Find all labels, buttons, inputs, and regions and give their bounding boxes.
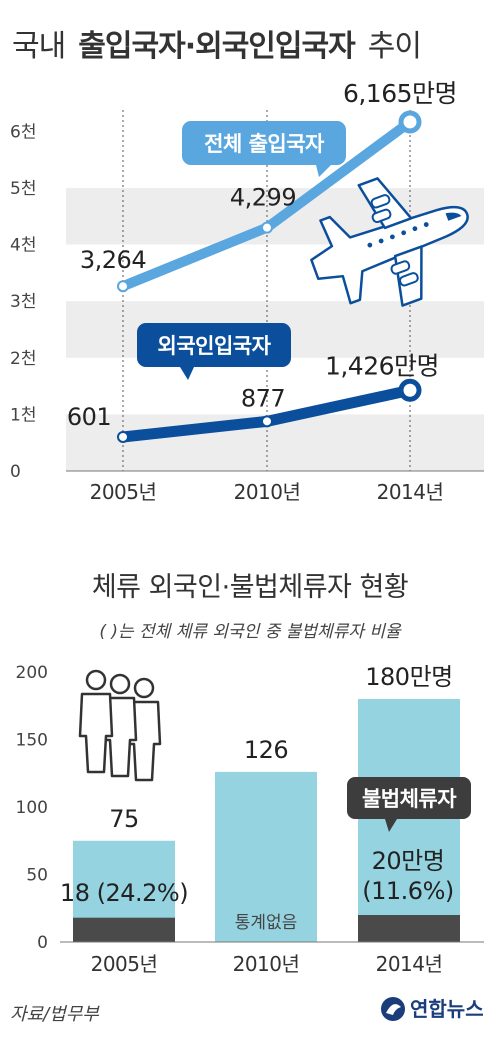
data-point (261, 221, 273, 234)
bar-chart-x-ticks: 2005년 2010년 2014년 (91, 952, 443, 976)
foreign-series-callout: 외국인입국자 (137, 323, 291, 380)
bar-chart-title: 체류 외국인·불법체류자 현황 (92, 572, 408, 603)
title-bold: 출입국자·외국인입국자 (78, 29, 356, 64)
bar-total-label: 180만명 (365, 663, 452, 691)
x-tick-label: 2014년 (376, 952, 443, 976)
y-tick-label: 5천 (10, 179, 36, 199)
line-chart-series: 3,264 4,299 6,165만명 601 877 1,426만명 (67, 79, 458, 443)
data-label: 877 (241, 384, 285, 412)
y-tick-label: 3천 (10, 292, 36, 312)
data-point (398, 110, 422, 134)
illegal-series-callout: 불법체류자 (347, 777, 471, 832)
y-tick-label: 200 (16, 663, 48, 683)
x-tick-label: 2005년 (91, 952, 158, 976)
total-series-label: 전체 출입국자 (204, 132, 325, 156)
y-tick-label: 1천 (10, 405, 36, 425)
bar-illegal-label: 20만명 (372, 847, 445, 875)
people-icon (78, 669, 162, 782)
bar-illegal-ratio-label: (11.6%) (362, 877, 453, 905)
bar-illegal (73, 917, 175, 942)
data-point (117, 430, 129, 443)
bar-total-label: 75 (109, 805, 139, 833)
x-tick-label: 2014년 (377, 480, 444, 504)
bar-total-label: 126 (244, 736, 288, 764)
y-tick-label: 100 (16, 798, 48, 818)
bar-illegal-label: 통계없음 (235, 913, 298, 933)
data-label: 6,165만명 (343, 79, 457, 108)
bar-chart-subtitle: ( )는 전체 체류 외국인 중 불법체류자 비율 (99, 622, 402, 642)
page-title: 국내 출입국자·외국인입국자 추이 (12, 29, 421, 64)
bar-total (358, 699, 460, 942)
data-label: 1,426만명 (325, 351, 439, 380)
y-tick-label: 4천 (10, 236, 36, 256)
bar-total (215, 771, 317, 942)
source-label: 자료/법무부 (10, 1004, 100, 1025)
brand-logo: 연합뉴스 (381, 997, 484, 1021)
y-tick-label: 50 (26, 866, 48, 886)
data-label: 3,264 (80, 246, 146, 274)
bar-illegal-label: 18 (24.2%) (60, 879, 188, 907)
title-prefix: 국내 (12, 29, 65, 64)
x-tick-label: 2005년 (90, 480, 157, 504)
brand-name: 연합뉴스 (410, 997, 484, 1021)
x-tick-label: 2010년 (233, 952, 300, 976)
foreign-series-label: 외국인입국자 (158, 334, 272, 358)
data-point (117, 280, 129, 293)
line-chart-y-axis: 0 1천 2천 3천 4천 5천 6천 (10, 122, 36, 482)
data-point (398, 378, 422, 402)
total-series-callout: 전체 출입국자 (182, 121, 346, 177)
bar-chart-y-axis: 0 50 100 150 200 (16, 663, 48, 953)
y-tick-label: 0 (37, 933, 48, 953)
title-suffix: 추이 (368, 29, 421, 64)
line-chart-x-ticks: 2005년 2010년 2014년 (90, 480, 444, 504)
illegal-series-label: 불법체류자 (362, 787, 457, 811)
x-tick-label: 2010년 (234, 480, 301, 504)
bar-chart: 0 50 100 150 200 75 126 180만명 18 (24.2%) 통계없음 20만… (16, 663, 484, 976)
data-point (261, 415, 273, 428)
bar-chart-bars: 75 126 180만명 18 (24.2%) 통계없음 20만명(11.6%) (60, 663, 460, 942)
y-tick-label: 6천 (10, 122, 36, 142)
airplane-icon (310, 177, 469, 307)
y-tick-label: 2천 (10, 349, 36, 369)
line-chart: 0 1천 2천 3천 4천 5천 6천 2005년 2010년 2014년 3,264 4,299… (10, 79, 484, 504)
bar-illegal (358, 915, 460, 942)
data-label: 4,299 (230, 184, 296, 212)
data-label: 601 (67, 403, 111, 431)
y-tick-label: 150 (16, 731, 48, 751)
y-tick-label: 0 (10, 462, 21, 482)
